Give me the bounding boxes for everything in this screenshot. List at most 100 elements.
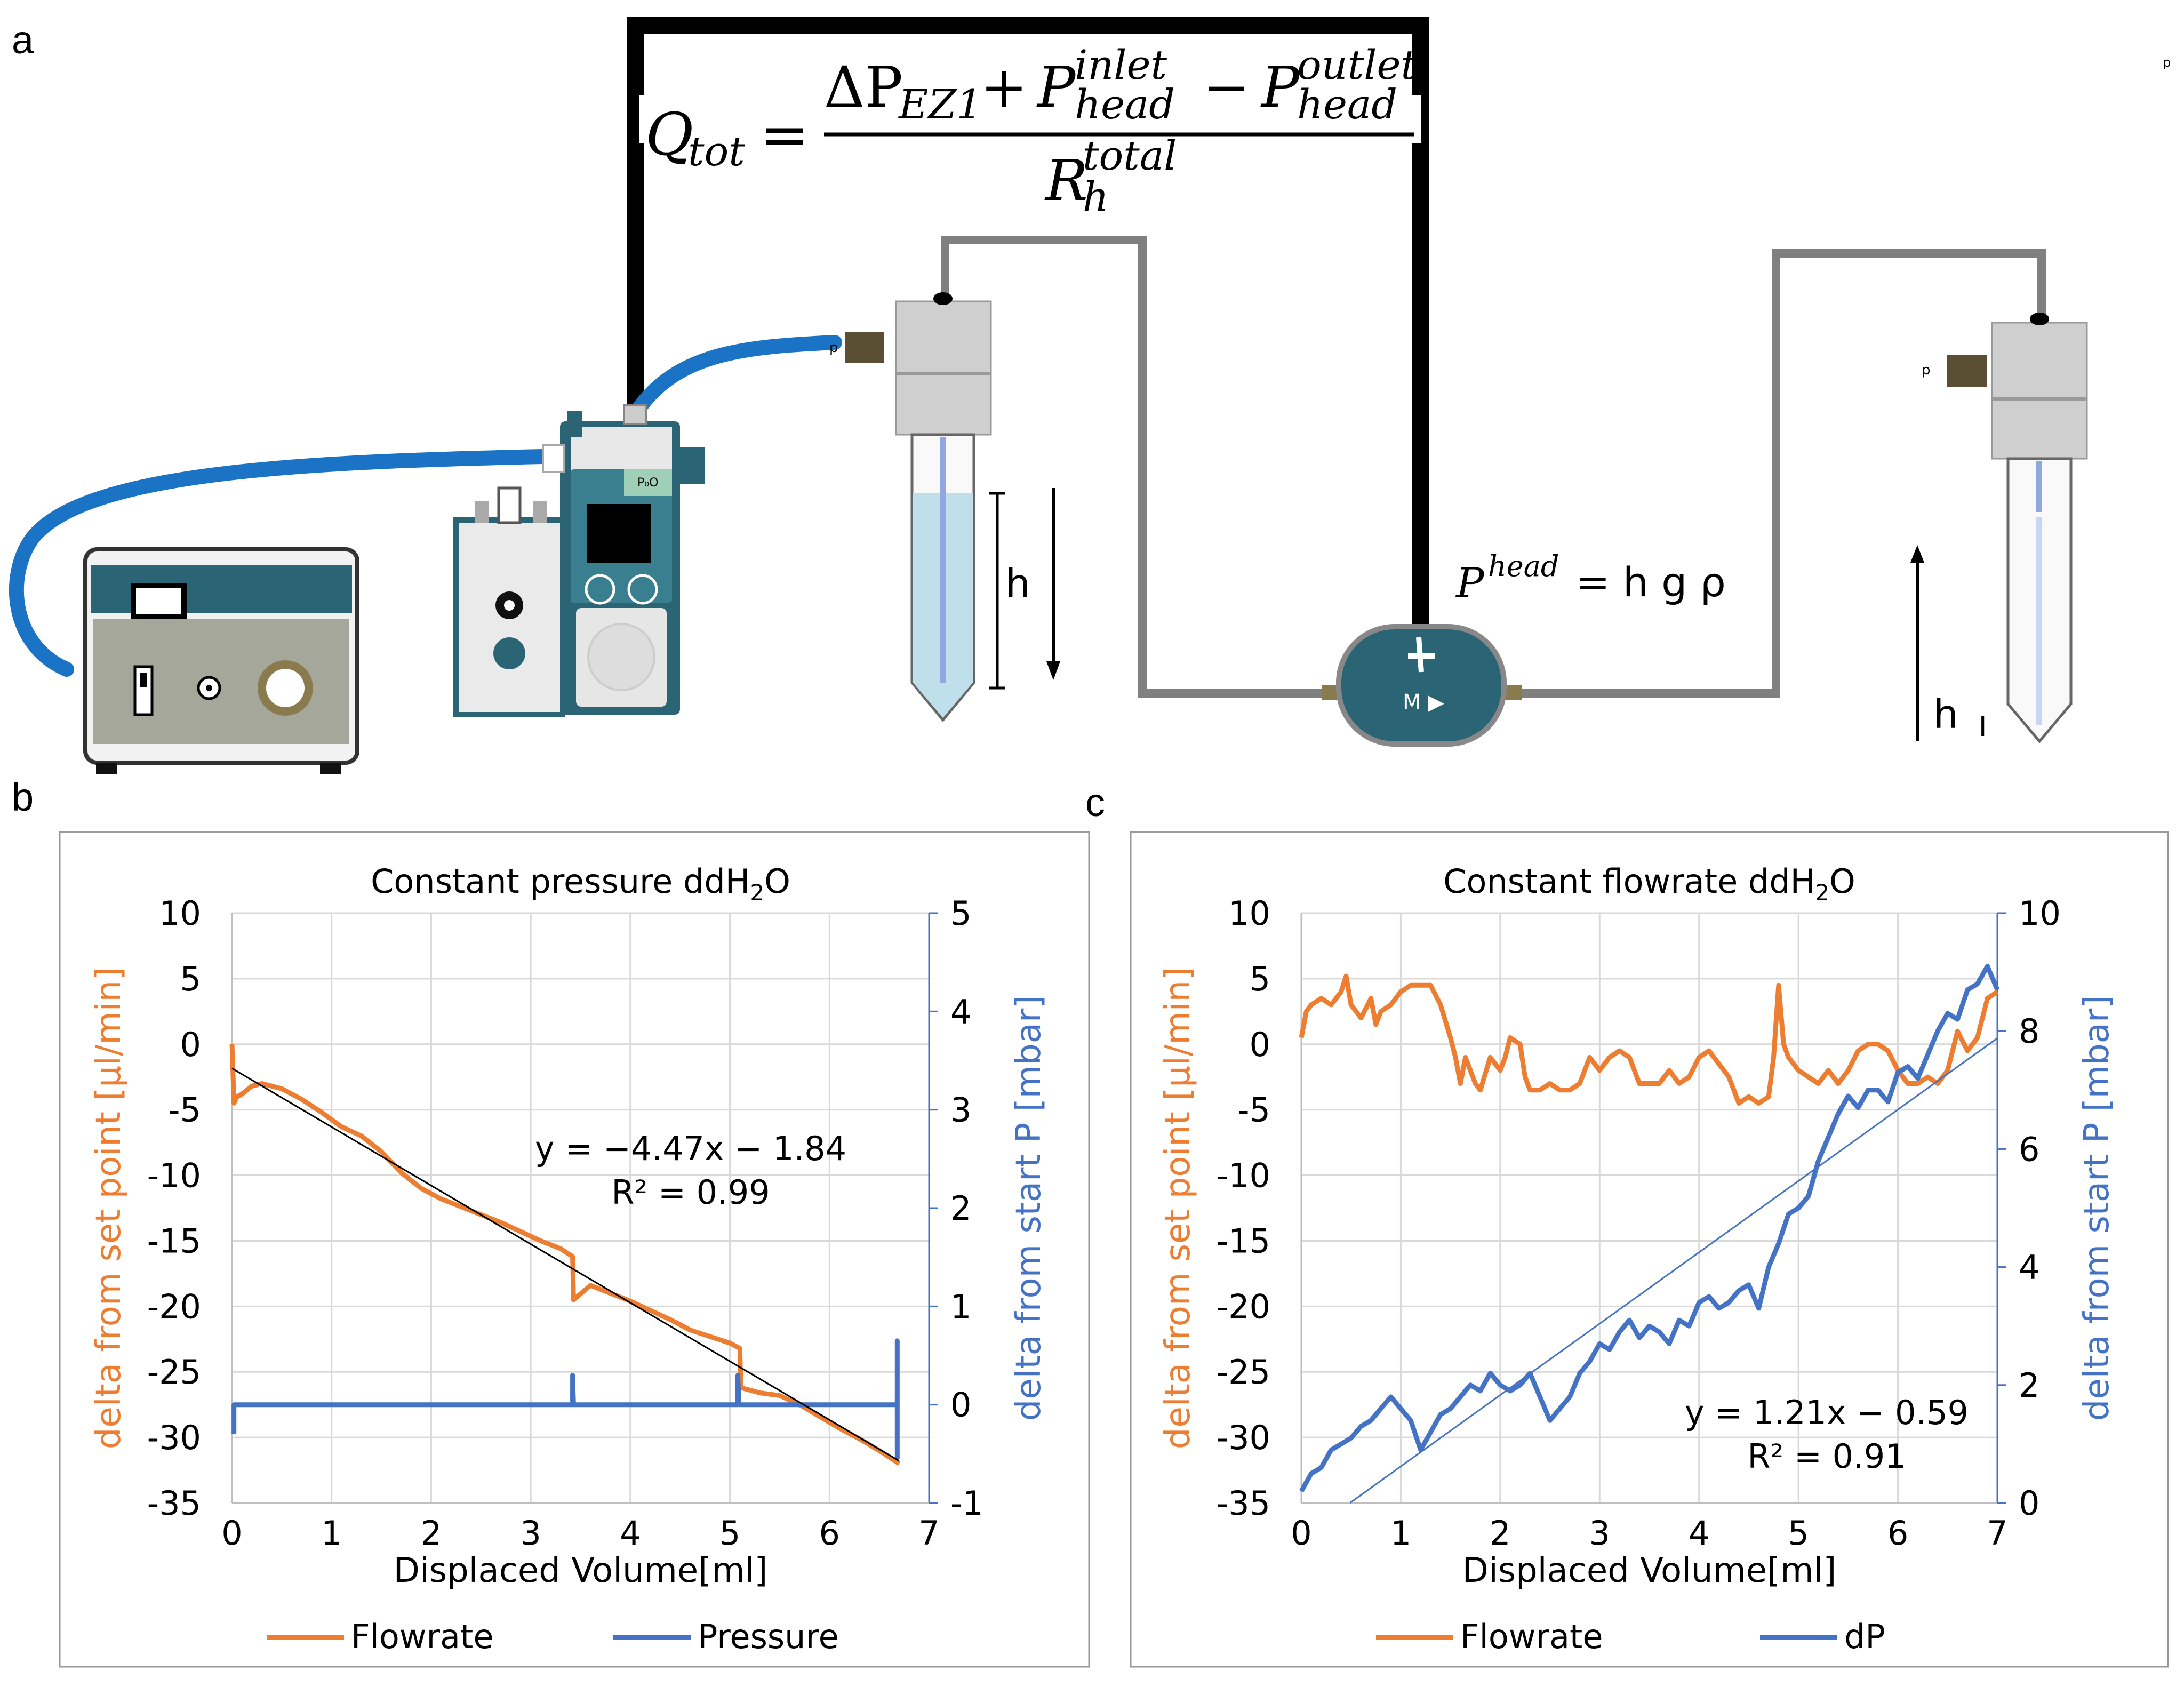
eq-r-sub: h: [1083, 173, 1109, 220]
eq-delta: ΔP: [824, 54, 903, 120]
chart-title: Constant pressure ddH2O: [371, 862, 790, 906]
x-tick-label: 3: [1589, 1514, 1610, 1553]
y-tick-label: -20: [1217, 1287, 1270, 1326]
y-tick-label: 5: [1250, 960, 1270, 998]
legend-label-pressure: Pressure: [698, 1617, 839, 1656]
eq-delta-sub: EZ1: [898, 81, 982, 128]
y-tick-label: -25: [1217, 1353, 1270, 1392]
x-tick-label: 1: [321, 1514, 342, 1553]
y2-tick-label: 0: [950, 1386, 971, 1425]
y-tick-label: -5: [168, 1091, 201, 1130]
y-tick-label: -35: [147, 1484, 201, 1523]
panel-letter-a: a: [12, 18, 34, 62]
y-tick-label: -30: [147, 1418, 201, 1457]
legend-label-dp: dP: [1844, 1617, 1885, 1656]
panel-c: c 0 1 2 3 4 5 6 7 10 5 0 -5 -10 -15 -20 -25 -30 -35 10 8 6 4 2…: [1085, 780, 2169, 1668]
x-axis-title: Displaced Volume[ml]: [394, 1551, 768, 1590]
y2-tick-label: 1: [950, 1287, 971, 1326]
pump: M ▶ P head = h g ρ: [1322, 249, 2046, 747]
x-tick-label: 6: [1887, 1514, 1908, 1553]
eq-minus: −: [1203, 54, 1250, 120]
x-tick-label: 0: [221, 1514, 242, 1553]
flow-controller: P₀O: [453, 404, 705, 717]
eq-p-outlet: P: [1260, 54, 1300, 120]
x-tick-label: 7: [918, 1514, 939, 1553]
reservoir-outlet: p h I p: [1910, 55, 2171, 743]
panel-letter-b: b: [12, 775, 34, 819]
y2-tick-label: 5: [950, 894, 971, 933]
blue-tube-tank: [630, 335, 842, 418]
x-tick-label: 2: [1490, 1514, 1510, 1553]
eq-lhs: Q: [645, 100, 693, 169]
chart-c: 0 1 2 3 4 5 6 7 10 5 0 -5 -10 -15 -20 -25 -30 -35 10 8 6 4 2 0 C…: [1158, 862, 2117, 1656]
y-tick-label: 5: [180, 960, 201, 998]
y-axis-title: delta from set point [µl/min]: [1158, 967, 1198, 1449]
trend-equation: y = 1.21x − 0.59: [1685, 1393, 1969, 1432]
y2-tick-label: 3: [950, 1091, 971, 1130]
p-corner: p: [2163, 55, 2171, 70]
eq-p-inlet: P: [1036, 54, 1076, 120]
legend-label-flowrate: Flowrate: [1460, 1617, 1603, 1656]
eq-head-sub-2: head: [1297, 81, 1397, 128]
x-tick-label: 4: [1689, 1514, 1709, 1553]
y-tick-label: -10: [1217, 1156, 1270, 1195]
x-tick-label: 1: [1390, 1514, 1411, 1553]
compressor: [83, 547, 359, 774]
series-line-pressure: [231, 1338, 900, 1459]
trendline: [1349, 1037, 1998, 1504]
panel-b: b 0 1 2 3 4 5 6 71050-5-10-15-20-25-30-35543210…: [12, 775, 1090, 1668]
y-tick-label: 10: [1228, 894, 1270, 933]
y-tick-label: 0: [180, 1025, 201, 1064]
panel-a: a Q tot = ΔP EZ1 + P inlet head − P outl…: [9, 17, 2171, 774]
trendline: [231, 1067, 900, 1462]
series-line-flowrate: [1299, 973, 1999, 1106]
y2-tick-label: 2: [950, 1189, 971, 1228]
y2-tick-label: 2: [2019, 1366, 2039, 1405]
head-sup: head: [1488, 549, 1559, 583]
p-label-right: p: [1922, 362, 1931, 378]
x-tick-label: 3: [520, 1514, 541, 1553]
h-label-left: h: [1005, 561, 1030, 607]
head-p: P: [1455, 559, 1485, 607]
y-axis-title: delta from set point [µl/min]: [89, 967, 129, 1449]
y-tick-label: -15: [147, 1221, 201, 1260]
flow-equation: Q tot = ΔP EZ1 + P inlet head − P outlet…: [639, 41, 1421, 220]
series-line-flowrate: [229, 1044, 901, 1466]
eq-inlet-sup: inlet: [1075, 41, 1167, 89]
eq-head-sub-1: head: [1075, 81, 1175, 128]
small-i: I: [1979, 711, 1987, 743]
legend-label-flowrate: Flowrate: [351, 1617, 493, 1656]
series-line-dp: [1299, 964, 2000, 1493]
y-tick-label: 0: [1250, 1025, 1270, 1064]
x-tick-label: 7: [1987, 1514, 2007, 1553]
y2-tick-label: 4: [950, 992, 971, 1031]
y-tick-label: -20: [147, 1287, 201, 1326]
trend-r2: R² = 0.99: [611, 1173, 770, 1212]
y2-tick-label: 6: [2019, 1130, 2039, 1169]
x-tick-label: 5: [1788, 1514, 1809, 1553]
x-tick-label: 6: [819, 1514, 840, 1553]
h-label-right: h: [1933, 692, 1958, 738]
y-tick-label: -5: [1237, 1091, 1270, 1130]
y2-tick-label: 4: [2019, 1248, 2039, 1287]
x-tick-label: 0: [1291, 1514, 1311, 1553]
head-rhs: = h g ρ: [1576, 558, 1726, 606]
chart-title: Constant flowrate ddH2O: [1443, 862, 1855, 906]
y-tick-label: -25: [147, 1353, 201, 1392]
blue-tube-reservoir: [9, 449, 573, 677]
trend-equation: y = −4.47x − 1.84: [535, 1129, 846, 1168]
chart-c-frame: [1130, 831, 2169, 1668]
eq-lhs-sub: tot: [688, 127, 745, 175]
pump-label: M ▶: [1403, 690, 1444, 715]
trend-r2: R² = 0.91: [1747, 1437, 1906, 1476]
x-tick-label: 4: [620, 1514, 641, 1553]
y-tick-label: -35: [1217, 1484, 1270, 1523]
x-tick-label: 5: [719, 1514, 740, 1553]
y2-axis-title: delta from start P [mbar]: [1009, 995, 1049, 1421]
panel-letter-c: c: [1085, 780, 1105, 825]
y2-axis-title: delta from start P [mbar]: [2077, 995, 2117, 1421]
reservoir-inlet: p h: [829, 236, 1322, 722]
eq-equals: =: [760, 100, 809, 169]
y2-tick-label: 8: [2019, 1012, 2039, 1051]
